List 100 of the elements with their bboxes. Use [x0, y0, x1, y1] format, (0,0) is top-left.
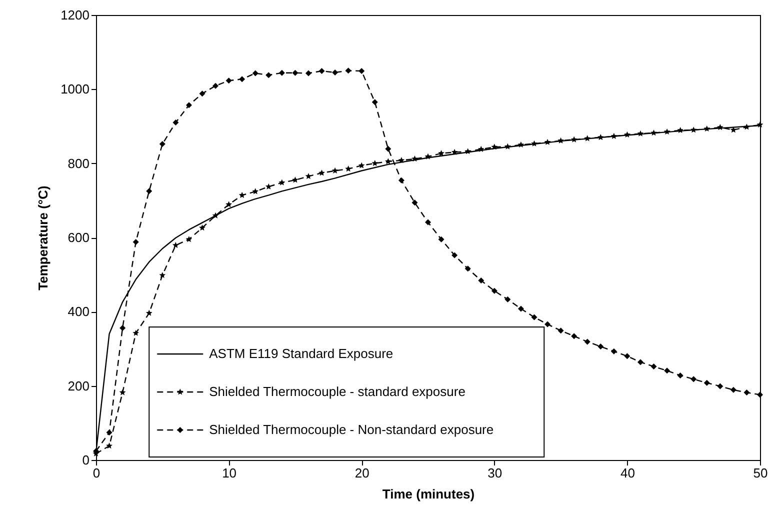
- point: [226, 78, 232, 84]
- point: [452, 252, 458, 258]
- point: [186, 236, 192, 242]
- point: [345, 166, 352, 172]
- point: [438, 236, 444, 242]
- point: [119, 389, 126, 396]
- point: [226, 201, 232, 208]
- point: [491, 144, 498, 150]
- point: [332, 69, 338, 76]
- point: [744, 124, 750, 130]
- point: [478, 146, 484, 152]
- point: [730, 126, 737, 133]
- point: [704, 125, 710, 132]
- point: [438, 150, 444, 156]
- point: [624, 353, 630, 360]
- point: [584, 135, 591, 142]
- point: [345, 68, 352, 74]
- point: [491, 288, 498, 294]
- y-tick-label: 400: [68, 304, 90, 320]
- point: [637, 359, 644, 366]
- point: [664, 128, 670, 135]
- y-tick-label: 1000: [60, 82, 90, 97]
- point: [637, 130, 644, 136]
- point: [558, 137, 564, 144]
- point: [159, 272, 166, 278]
- point: [384, 158, 392, 164]
- point: [571, 333, 578, 340]
- x-tick-label: 0: [92, 466, 100, 480]
- point: [358, 68, 365, 74]
- point: [425, 219, 431, 226]
- point: [212, 212, 219, 218]
- point: [504, 143, 511, 150]
- point: [558, 328, 564, 334]
- y-tick-label: 200: [68, 378, 90, 394]
- legend-label: Shielded Thermocouple - Non-standard exposure: [209, 422, 494, 437]
- y-tick-label: 800: [68, 156, 90, 171]
- y-tick-label: 0: [82, 452, 90, 468]
- point: [624, 131, 630, 138]
- point: [451, 148, 458, 155]
- point: [584, 338, 590, 345]
- point: [292, 70, 298, 76]
- point: [412, 156, 418, 162]
- point: [132, 330, 140, 336]
- x-axis-title: Time (minutes): [382, 486, 475, 502]
- point: [146, 188, 152, 194]
- point: [518, 306, 524, 312]
- point: [478, 278, 484, 284]
- point: [132, 238, 139, 245]
- legend-label: ASTM E119 Standard Exposure: [209, 346, 394, 361]
- point: [664, 368, 670, 374]
- point: [518, 141, 524, 148]
- y-axis-title: Temperature (°C): [36, 186, 51, 290]
- y-tick-label: 1200: [60, 8, 90, 22]
- point: [278, 70, 285, 76]
- point: [398, 157, 405, 164]
- point: [650, 364, 657, 370]
- point: [332, 167, 338, 174]
- point: [412, 200, 418, 206]
- point: [199, 90, 206, 97]
- point: [305, 70, 312, 76]
- point: [120, 324, 126, 331]
- point: [730, 386, 736, 393]
- point: [531, 140, 538, 146]
- point: [106, 430, 112, 436]
- point: [598, 344, 604, 350]
- point: [172, 242, 179, 248]
- point: [690, 376, 697, 382]
- point: [544, 138, 551, 145]
- point: [677, 126, 684, 134]
- point: [172, 120, 179, 126]
- point: [677, 372, 684, 378]
- point: [278, 179, 286, 186]
- point: [610, 348, 617, 354]
- point: [265, 183, 272, 190]
- point: [717, 383, 724, 390]
- point: [690, 126, 697, 133]
- point: [504, 296, 511, 302]
- point: [252, 188, 259, 194]
- point: [186, 102, 192, 108]
- point: [597, 134, 604, 140]
- point: [544, 321, 551, 328]
- point: [106, 442, 112, 449]
- point: [372, 160, 378, 166]
- point: [372, 99, 378, 106]
- point: [159, 141, 166, 148]
- point: [292, 176, 298, 183]
- point: [238, 192, 246, 198]
- point: [212, 82, 219, 89]
- point: [464, 266, 471, 272]
- point: [650, 130, 657, 136]
- legend-label: Shielded Thermocouple - standard exposure: [209, 384, 466, 399]
- point: [305, 172, 312, 180]
- point: [318, 68, 325, 74]
- point: [398, 177, 404, 184]
- point: [318, 170, 325, 176]
- point: [358, 162, 365, 168]
- point: [252, 70, 258, 76]
- point: [757, 392, 763, 398]
- point: [531, 314, 538, 320]
- point: [199, 224, 206, 231]
